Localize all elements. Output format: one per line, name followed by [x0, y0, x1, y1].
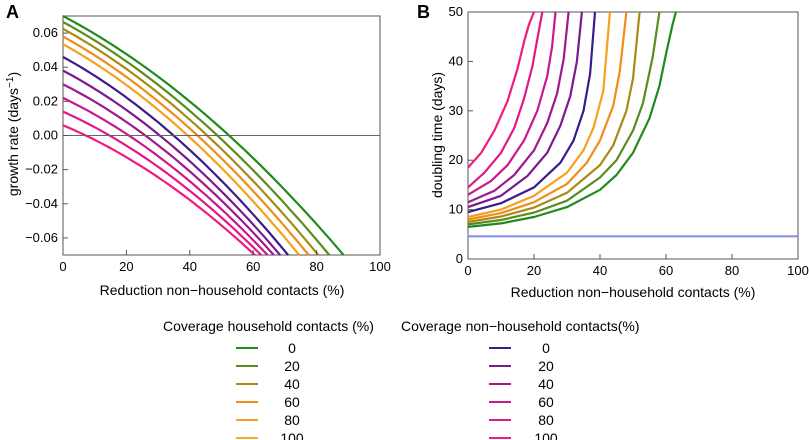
panel-b-ylabel: doubling time (days): [429, 72, 445, 198]
series-line: [62, 21, 331, 256]
legend-label: 0: [288, 340, 296, 356]
y-tick-label: −0.02: [25, 162, 58, 177]
x-tick-label: 80: [725, 263, 739, 278]
panel-a-ylabel: growth rate (days−1): [5, 72, 21, 196]
x-tick-label: 40: [183, 259, 197, 274]
series-line: [62, 124, 256, 256]
series-line: [62, 56, 289, 256]
panel-b-series: [467, 11, 798, 238]
panel-b-letter: B: [417, 2, 430, 22]
legend-label: 60: [538, 394, 554, 410]
series-line: [467, 11, 597, 214]
series-line: [467, 11, 641, 223]
panel-a-xlabel: Reduction non−household contacts (%): [100, 282, 345, 298]
x-tick-label: 60: [659, 263, 673, 278]
y-tick-label: 30: [449, 103, 463, 118]
series-line: [467, 11, 536, 169]
series-line: [62, 83, 275, 256]
x-tick-label: 60: [246, 259, 260, 274]
series-line: [467, 11, 583, 209]
y-tick-label: 10: [449, 202, 463, 217]
panel-a-ticks: 0 20 40 60 80 100 −0.06 −0.04 −0.02 0.00 0.02 0.04 0…: [25, 25, 391, 274]
legend-label: 40: [284, 376, 300, 392]
y-tick-label: −0.06: [25, 230, 58, 245]
series-line: [467, 11, 557, 196]
panel-b-ticks: 0 20 40 60 80 100 0 10 20 30 40 50: [449, 4, 809, 278]
x-tick-label: 40: [593, 263, 607, 278]
x-tick-label: 100: [787, 263, 809, 278]
legend-nonhousehold: Coverage non−household contacts(%) 0 20 40…: [401, 318, 640, 440]
legend-household: Coverage household contacts (%) 0 20 40 60 8…: [163, 318, 374, 440]
legend-label: 80: [284, 412, 300, 428]
series-line: [62, 35, 310, 256]
panel-a-chart: 0 20 40 60 80 100 −0.06 −0.04 −0.02 0.00 0.02 0.04 0…: [5, 15, 391, 298]
legend-household-title: Coverage household contacts (%): [163, 318, 374, 334]
series-line: [467, 11, 628, 221]
x-tick-label: 0: [464, 263, 471, 278]
x-tick-label: 100: [369, 259, 391, 274]
legend-label: 60: [284, 394, 300, 410]
series-line: [62, 69, 281, 256]
y-tick-label: 20: [449, 152, 463, 167]
series-line: [62, 15, 345, 256]
legend-label: 40: [538, 376, 554, 392]
series-line: [467, 11, 677, 228]
panel-a-letter: A: [6, 2, 19, 22]
x-tick-label: 20: [527, 263, 541, 278]
legend-label: 80: [538, 412, 554, 428]
panel-a-series: [62, 15, 380, 256]
series-line: [467, 11, 661, 226]
legend-label: 100: [534, 430, 558, 440]
panel-b-xlabel: Reduction non−household contacts (%): [511, 284, 756, 300]
series-line: [467, 11, 570, 204]
y-tick-label: 0.02: [33, 93, 58, 108]
x-tick-label: 0: [59, 259, 66, 274]
x-tick-label: 80: [309, 259, 323, 274]
panel-b-chart: 0 20 40 60 80 100 0 10 20 30 40 50 Reduction non−ho…: [429, 4, 809, 300]
y-tick-label: 0: [456, 251, 463, 266]
series-line: [62, 43, 301, 256]
x-tick-label: 20: [119, 259, 133, 274]
y-tick-label: 0.06: [33, 25, 58, 40]
y-tick-label: 50: [449, 4, 463, 19]
legend-label: 100: [280, 430, 304, 440]
legend-label: 20: [284, 358, 300, 374]
series-line: [62, 110, 262, 256]
series-line: [62, 27, 320, 256]
series-line: [62, 96, 269, 256]
series-line: [467, 11, 544, 189]
series-line: [467, 11, 611, 219]
y-tick-label: 0.04: [33, 59, 58, 74]
y-tick-label: 40: [449, 53, 463, 68]
panel-b-frame: [467, 11, 799, 260]
legend-label: 0: [542, 340, 550, 356]
legend-nonhousehold-title: Coverage non−household contacts(%): [401, 318, 640, 334]
y-tick-label: 0.00: [33, 128, 58, 143]
legend-label: 20: [538, 358, 554, 374]
y-tick-label: −0.04: [25, 196, 58, 211]
